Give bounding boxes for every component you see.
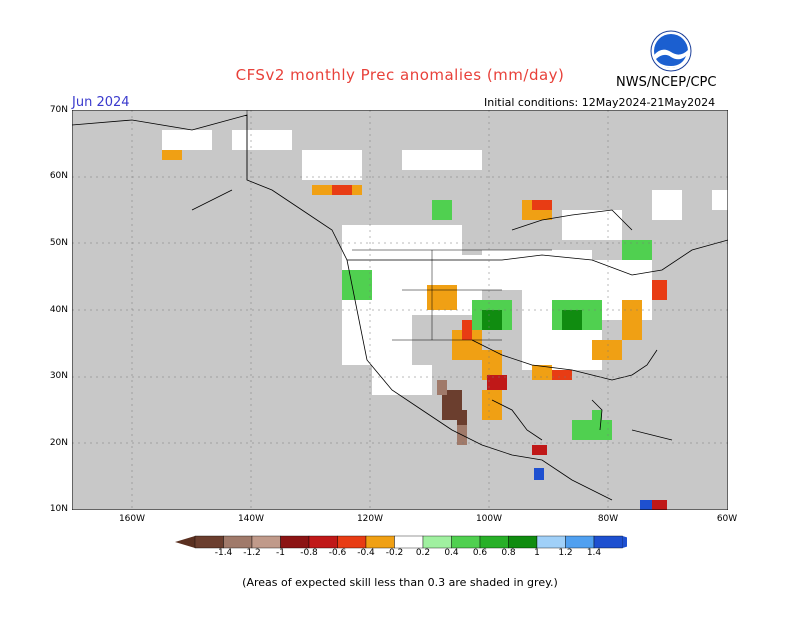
gridlines: [72, 110, 728, 510]
extreme-dry-anomaly-areas: [442, 390, 467, 430]
moderate-dry-anomaly-areas: [332, 185, 667, 380]
colorbar-segment: [593, 535, 623, 549]
colorbar-segment: [451, 535, 481, 549]
political-borders: [246, 110, 552, 341]
colorbar-tick-label: -0.2: [385, 548, 404, 558]
colorbar-tick-label: 0.4: [444, 548, 459, 558]
colorbar-segment: [536, 535, 566, 549]
colorbar-segment: [223, 535, 253, 549]
colorbar-segment: [479, 535, 509, 549]
lat-label: 10N: [49, 504, 68, 514]
colorbar: [175, 535, 627, 549]
page-title: CFSv2 monthly Prec anomalies (mm/day): [235, 66, 565, 84]
strong-wet-anomaly-areas: [482, 310, 582, 330]
colorbar-segments: [175, 535, 627, 549]
lat-label: 40N: [49, 305, 68, 315]
footnote: (Areas of expected skill less than 0.3 a…: [242, 576, 558, 589]
colorbar-tick-label: -1.4: [214, 548, 233, 558]
colorbar-tick-label: -0.4: [357, 548, 375, 558]
lat-label: 50N: [49, 238, 68, 248]
lon-label: 80W: [597, 514, 619, 524]
colorbar-segment: [308, 535, 338, 549]
lon-label: 120W: [356, 514, 384, 524]
lon-label: 140W: [237, 514, 265, 524]
precip-anomaly-map: [72, 110, 728, 510]
colorbar-segment: [422, 535, 452, 549]
noaa-logo-icon: [650, 30, 692, 72]
colorbar-segment: [394, 535, 424, 549]
lat-label: 70N: [49, 105, 68, 115]
colorbar-segment: [251, 535, 281, 549]
lat-label: 60N: [49, 171, 68, 181]
colorbar-tick-label: -1.2: [243, 548, 261, 558]
colorbar-tick-label: 1: [534, 548, 540, 558]
colorbar-tick-label: 0.6: [472, 548, 488, 558]
colorbar-tick-label: -0.6: [328, 548, 347, 558]
colorbar-segment: [337, 535, 367, 549]
colorbar-tick-label: 1.4: [586, 548, 602, 558]
forecast-month: Jun 2024: [72, 95, 130, 110]
colorbar-tick-label: -0.8: [300, 548, 318, 558]
colorbar-tick-label: 0.2: [415, 548, 431, 558]
initial-conditions: Initial conditions: 12May2024-21May2024: [484, 96, 716, 109]
colorbar-segment: [194, 535, 224, 549]
colorbar-right-arrow: [622, 536, 627, 548]
colorbar-tick-label: 0.8: [501, 548, 516, 558]
blue-wet-areas: [534, 468, 652, 510]
colorbar-segment: [508, 535, 538, 549]
colorbar-left-arrow: [175, 536, 195, 548]
colorbar-segment: [365, 535, 395, 549]
agency-label: NWS/NCEP/CPC: [616, 75, 717, 90]
strong-dry-anomaly-areas: [487, 375, 667, 510]
lon-label: 160W: [118, 514, 146, 524]
colorbar-segment: [565, 535, 595, 549]
lon-label: 100W: [475, 514, 503, 524]
colorbar-tick-label: 1.2: [558, 548, 573, 558]
lat-label: 20N: [49, 438, 68, 448]
lat-label: 30N: [49, 371, 68, 381]
colorbar-segment: [280, 535, 310, 549]
colorbar-tick-label: -1: [276, 548, 285, 558]
lon-label: 60W: [716, 514, 738, 524]
